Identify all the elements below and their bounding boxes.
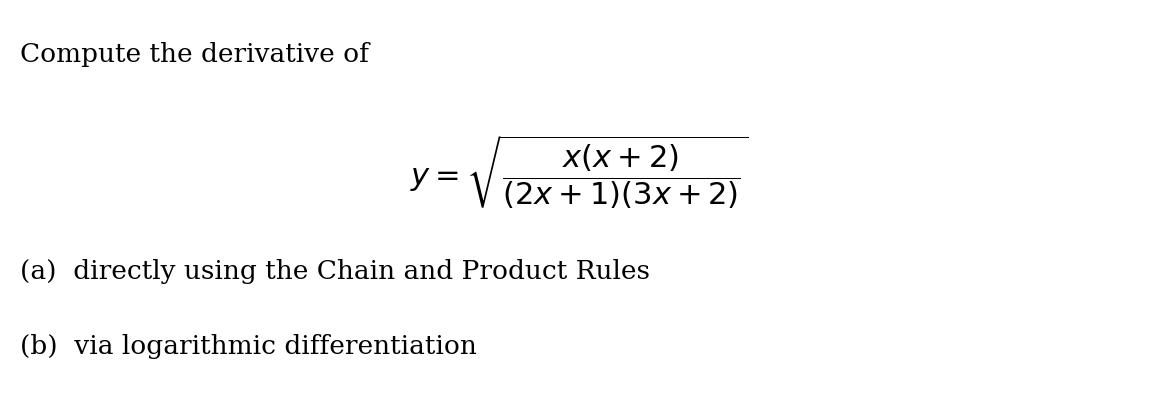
Text: (a)  directly using the Chain and Product Rules: (a) directly using the Chain and Product… <box>20 259 650 284</box>
Text: $y = \sqrt{\dfrac{x(x+2)}{(2x+1)(3x+2)}}$: $y = \sqrt{\dfrac{x(x+2)}{(2x+1)(3x+2)}}… <box>410 134 748 211</box>
Text: (b)  via logarithmic differentiation: (b) via logarithmic differentiation <box>20 334 477 359</box>
Text: Compute the derivative of: Compute the derivative of <box>20 42 368 67</box>
